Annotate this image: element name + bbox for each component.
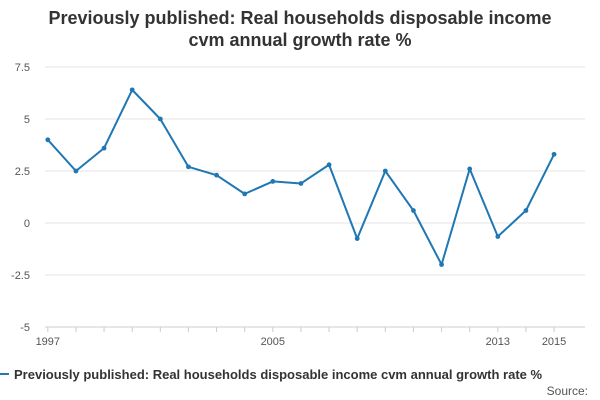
gridlines: [45, 66, 585, 276]
data-point[interactable]: [298, 181, 304, 186]
data-point[interactable]: [411, 208, 416, 213]
y-tick-label: 2.5: [15, 166, 30, 178]
data-point[interactable]: [270, 179, 276, 184]
y-tick-label: 0: [24, 218, 30, 230]
data-point[interactable]: [214, 172, 219, 178]
data-point[interactable]: [101, 145, 107, 151]
x-tick-label: 1997: [36, 336, 60, 348]
x-tick-label: 2005: [261, 336, 285, 348]
data-point[interactable]: [242, 191, 248, 197]
data-point[interactable]: [45, 137, 51, 143]
data-point[interactable]: [186, 164, 191, 170]
data-point[interactable]: [157, 116, 163, 122]
chart-title-line-1: Previously published: Real households di…: [48, 8, 551, 28]
y-tick-label: 5: [24, 114, 30, 126]
y-axis-tick-labels: -5 -2.5 0 2.5 5 7.5: [11, 62, 30, 334]
data-point[interactable]: [382, 168, 388, 174]
y-tick-label: -2.5: [11, 270, 30, 282]
x-tick-label: 2015: [542, 336, 566, 348]
legend-label[interactable]: Previously published: Real households di…: [14, 367, 543, 382]
data-point[interactable]: [523, 208, 529, 213]
data-point[interactable]: [495, 234, 501, 239]
data-point[interactable]: [73, 168, 79, 174]
x-axis: 1997 2005 2013 2015: [36, 326, 585, 348]
legend[interactable]: Previously published: Real households di…: [0, 367, 543, 382]
series-layer: [45, 87, 557, 267]
y-tick-label: -5: [20, 322, 30, 334]
source-label: Source:: [547, 384, 588, 398]
chart-title-line-2: cvm annual growth rate %: [188, 30, 411, 50]
data-point[interactable]: [467, 166, 473, 172]
data-point[interactable]: [326, 162, 332, 168]
data-point[interactable]: [129, 87, 135, 93]
data-point[interactable]: [439, 262, 444, 267]
x-tick-label: 2013: [486, 336, 510, 348]
data-point[interactable]: [551, 151, 557, 157]
series-line[interactable]: [47, 88, 555, 266]
data-point[interactable]: [354, 236, 360, 242]
y-tick-label: 7.5: [15, 62, 30, 74]
